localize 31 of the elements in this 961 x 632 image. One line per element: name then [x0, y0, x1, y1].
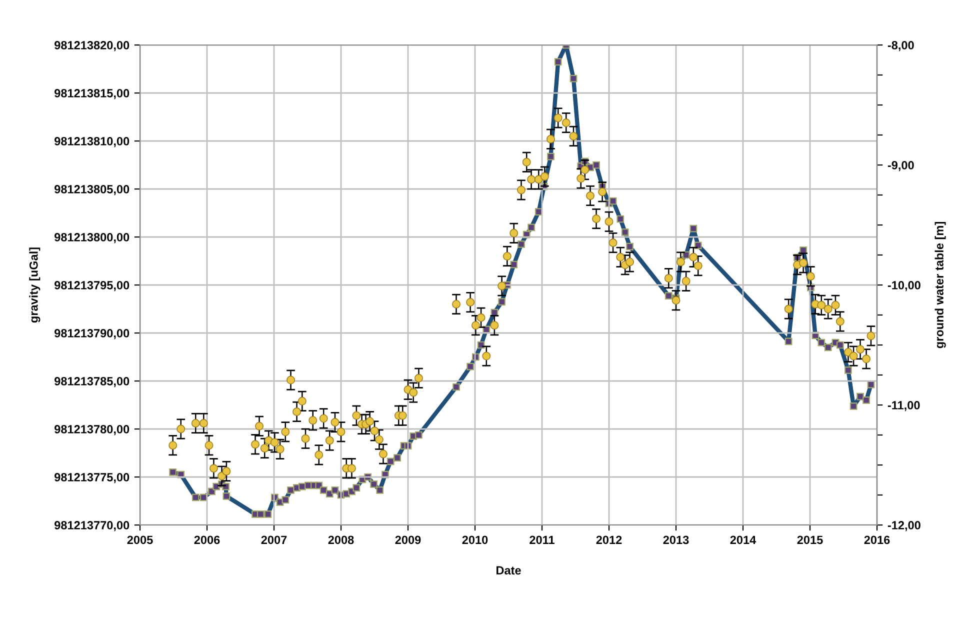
y2-tick-label: -10,00 — [888, 281, 920, 292]
y-tick-label: 981213780,00 — [54, 425, 130, 436]
x-tick-label: 2013 — [663, 536, 689, 544]
x-tick-label: 2012 — [596, 536, 622, 544]
x-tick-label: 2007 — [261, 536, 287, 544]
y2-tick-label: -8,00 — [888, 41, 914, 52]
x-tick-label: 2008 — [328, 536, 354, 544]
y-tick-label: 981213800,00 — [54, 233, 130, 244]
x-tick-label: 2014 — [730, 536, 756, 544]
y-tick-label: 981213820,00 — [54, 41, 130, 52]
y-tick-label: 981213810,00 — [54, 137, 130, 148]
y-tick-label: 981213795,00 — [54, 281, 130, 292]
x-tick-label: 2016 — [864, 536, 890, 544]
y2-tick-label: -9,00 — [888, 161, 914, 172]
x-tick-label: 2015 — [797, 536, 823, 544]
y2-tick-label: -11,00 — [888, 401, 920, 412]
y-tick-label: 981213805,00 — [54, 185, 130, 196]
y-tick-label: 981213815,00 — [54, 89, 130, 100]
x-tick-label: 2009 — [395, 536, 421, 544]
y-tick-label: 981213770,00 — [54, 521, 130, 532]
y2-tick-label: -12,00 — [888, 521, 920, 532]
x-tick-label: 2005 — [127, 536, 153, 544]
y-tick-label: 981213785,00 — [54, 377, 130, 388]
y-tick-label: 981213775,00 — [54, 473, 130, 484]
x-tick-label: 2010 — [462, 536, 488, 544]
x-tick-label: 2006 — [194, 536, 220, 544]
y-axis-title: gravity [uGal] — [29, 248, 40, 323]
y2-axis-title: ground water table [m] — [934, 222, 946, 348]
x-axis-title: Date — [496, 566, 521, 575]
y-tick-label: 981213790,00 — [54, 329, 130, 340]
x-tick-label: 2011 — [530, 536, 554, 544]
